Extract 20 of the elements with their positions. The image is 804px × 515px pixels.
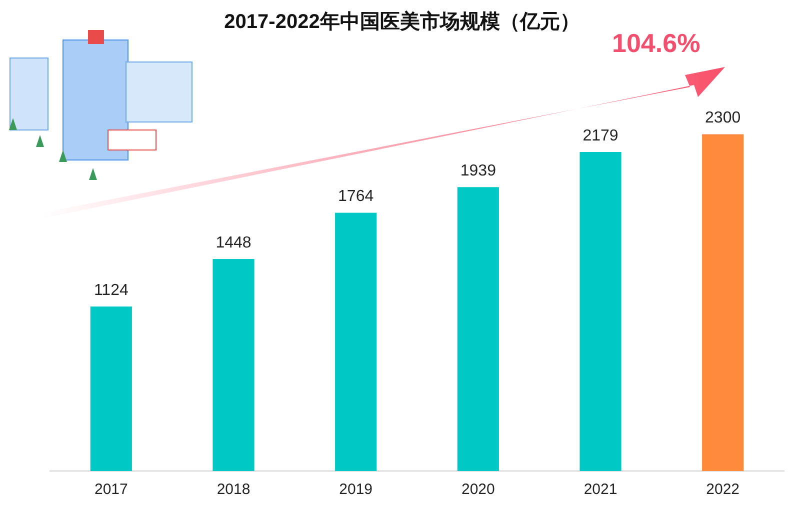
x-tick-label: 2021 xyxy=(584,481,618,498)
bar xyxy=(580,152,622,471)
data-label: 1764 xyxy=(338,188,374,206)
chart-title: 2017-2022年中国医美市场规模（亿元） xyxy=(224,11,580,33)
bar xyxy=(702,134,744,471)
x-tick-label: 2022 xyxy=(706,481,740,498)
bar xyxy=(457,187,499,471)
x-tick-label: 2018 xyxy=(216,481,250,498)
x-tick-label: 2017 xyxy=(94,481,128,498)
bar xyxy=(212,259,254,471)
text: 104.6% xyxy=(612,28,700,59)
data-label: 2179 xyxy=(582,127,618,144)
data-label: 1939 xyxy=(460,162,496,180)
data-label: 1448 xyxy=(216,234,252,252)
bar xyxy=(90,306,132,471)
bar xyxy=(335,212,377,471)
x-tick-label: 2020 xyxy=(461,481,495,498)
data-label: 1124 xyxy=(94,282,128,299)
data-label: 2300 xyxy=(705,110,741,127)
x-tick-label: 2019 xyxy=(339,481,373,498)
